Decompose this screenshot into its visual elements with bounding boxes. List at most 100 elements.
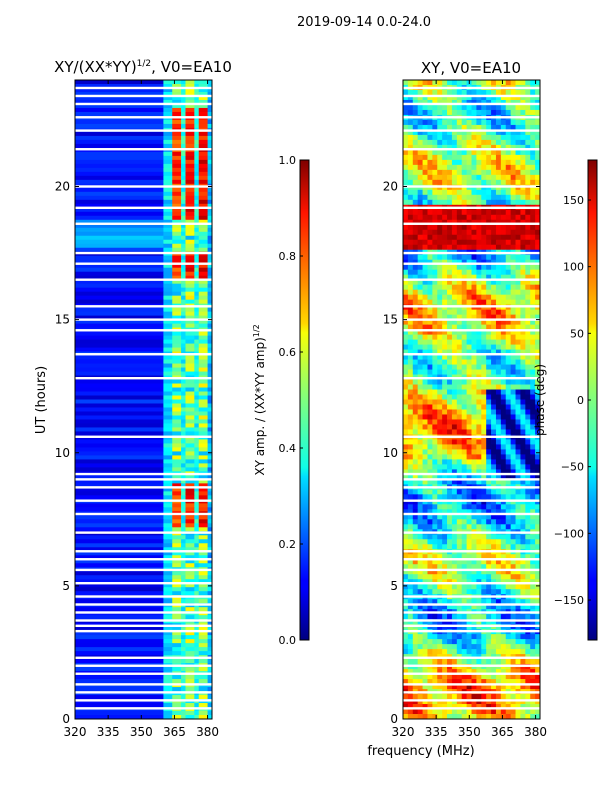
heatmap-cell <box>417 349 423 355</box>
heatmap-cell <box>447 449 453 455</box>
heatmap-cell <box>525 329 531 336</box>
heatmap-cell <box>471 314 477 321</box>
heatmap-cell <box>163 543 173 548</box>
heatmap-cell <box>505 379 512 385</box>
heatmap-cell <box>427 509 433 515</box>
heatmap-cell <box>427 649 433 655</box>
heatmap-cell <box>451 284 458 291</box>
heatmap-cell <box>172 651 182 656</box>
heatmap-cell <box>535 159 540 166</box>
heatmap-cell <box>471 619 477 625</box>
heatmap-cell <box>417 479 423 485</box>
heatmap-cell <box>495 219 502 226</box>
heatmap-cell <box>471 494 477 500</box>
heatmap-cell <box>495 509 502 515</box>
heatmap-cell <box>500 479 507 485</box>
heatmap-cell <box>412 694 419 700</box>
heatmap-cell <box>456 704 463 710</box>
heatmap-cell <box>491 339 497 345</box>
y-tick-label: 20 <box>55 180 70 194</box>
heatmap-cell <box>456 189 463 196</box>
heatmap-cell <box>207 295 212 301</box>
heatmap-cell <box>194 387 200 393</box>
heatmap-cell <box>500 634 507 640</box>
heatmap-cell <box>181 203 186 209</box>
heatmap-cell <box>471 244 477 251</box>
heatmap-cell <box>207 451 212 456</box>
heatmap-cell <box>500 504 507 510</box>
heatmap-cell <box>466 174 472 181</box>
heatmap-cell <box>207 383 212 389</box>
heatmap-cell <box>181 347 186 353</box>
heatmap-cell <box>198 167 209 173</box>
heatmap-cell <box>172 359 182 365</box>
heatmap-cell <box>520 334 526 340</box>
heatmap-cell <box>495 339 502 345</box>
heatmap-cell <box>437 284 443 291</box>
heatmap-cell <box>207 151 212 157</box>
heatmap-cell <box>530 364 536 370</box>
heatmap-cell <box>75 479 164 484</box>
heatmap-cell <box>525 604 531 610</box>
heatmap-cell <box>417 504 423 510</box>
heatmap-cell <box>510 559 516 565</box>
heatmap-cell <box>172 99 182 105</box>
heatmap-cell <box>432 319 438 326</box>
heatmap-cell <box>505 464 512 470</box>
heatmap-cell <box>535 164 540 171</box>
heatmap-cell <box>525 179 531 186</box>
heatmap-cell <box>535 429 540 435</box>
heatmap-cell <box>466 414 472 420</box>
heatmap-cell <box>442 714 448 719</box>
heatmap-cell <box>412 149 419 156</box>
heatmap-cell <box>417 414 423 420</box>
heatmap-cell <box>207 267 212 273</box>
heatmap-cell <box>172 143 182 149</box>
heatmap-cell <box>407 339 414 345</box>
heatmap-cell <box>515 314 521 321</box>
heatmap-cell <box>442 239 448 246</box>
heatmap-cell <box>505 424 512 430</box>
heatmap-cell <box>486 229 492 236</box>
heatmap-cell <box>207 651 212 656</box>
heatmap-cell <box>466 139 472 146</box>
heatmap-cell <box>442 269 448 276</box>
heatmap-cell <box>198 387 209 393</box>
heatmap-cell <box>442 80 448 86</box>
heatmap-cell <box>535 224 540 231</box>
heatmap-cell <box>422 254 428 261</box>
heatmap-cell <box>505 214 512 221</box>
heatmap-cell <box>451 394 458 400</box>
heatmap-cell <box>530 119 536 126</box>
heatmap-cell <box>451 554 458 560</box>
heatmap-cell <box>471 399 477 405</box>
heatmap-cell <box>185 607 195 612</box>
heatmap-cell <box>427 414 433 420</box>
heatmap-cell <box>456 124 463 131</box>
heatmap-cell <box>422 479 428 485</box>
heatmap-cell <box>442 244 448 251</box>
heatmap-cell <box>194 551 200 556</box>
heatmap-cell <box>181 631 186 636</box>
heatmap-cell <box>451 179 458 186</box>
heatmap-cell <box>530 444 536 450</box>
heatmap-cell <box>456 584 463 590</box>
heatmap-cell <box>437 149 443 156</box>
heatmap-cell <box>163 271 173 277</box>
heatmap-cell <box>181 447 186 452</box>
heatmap-cell <box>471 439 477 445</box>
heatmap-cell <box>427 354 433 360</box>
heatmap-cell <box>194 119 200 125</box>
heatmap-cell <box>185 639 195 644</box>
heatmap-cell <box>451 129 458 136</box>
heatmap-cell <box>447 229 453 236</box>
heatmap-cell <box>505 189 512 196</box>
heatmap-cell <box>476 639 482 645</box>
heatmap-cell <box>491 644 497 650</box>
heatmap-cell <box>476 384 482 390</box>
heatmap-cell <box>525 489 531 495</box>
heatmap-cell <box>75 599 164 604</box>
heatmap-cell <box>451 104 458 111</box>
heatmap-cell <box>515 519 521 525</box>
heatmap-cell <box>417 109 423 116</box>
